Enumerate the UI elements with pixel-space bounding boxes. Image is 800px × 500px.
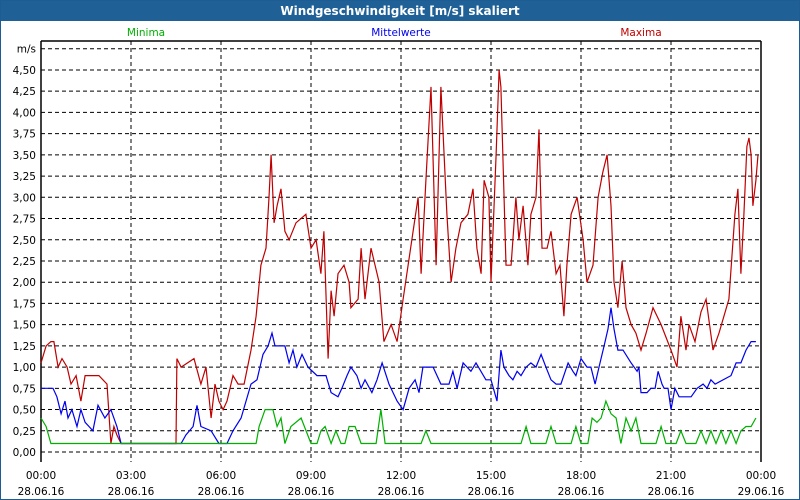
x-tick-time: 03:00 <box>116 470 146 482</box>
y-tick-label: 2,00 <box>13 277 36 289</box>
y-tick-label: 2,50 <box>13 235 36 247</box>
y-tick-label: 3,00 <box>13 192 36 204</box>
y-tick-label: 1,25 <box>13 341 36 353</box>
x-tick-date: 28.06.16 <box>648 486 695 498</box>
legend-mittelwerte: Mittelwerte <box>371 27 431 39</box>
x-tick-date: 28.06.16 <box>558 486 605 498</box>
legend-minima: Minima <box>127 27 165 39</box>
x-tick-date: 28.06.16 <box>378 486 425 498</box>
legend-maxima: Maxima <box>620 27 661 39</box>
window-title: Windgeschwindigkeit [m/s] skaliert <box>1 1 799 21</box>
y-tick-label: 1,00 <box>13 362 36 374</box>
wind-speed-chart: 0,00 0,25 0,50 0,75 1,00 1,25 1,50 1,75 2,00 2,25… <box>13 27 785 498</box>
y-tick-label: 3,50 <box>13 150 36 162</box>
series-line-maxima <box>40 69 759 445</box>
y-tick-label: 4,25 <box>13 86 36 98</box>
x-tick-time: 00:00 <box>746 470 776 482</box>
x-tick-date: 28.06.16 <box>18 486 65 498</box>
x-tick-time: 09:00 <box>296 470 326 482</box>
x-tick-time: 18:00 <box>566 470 596 482</box>
y-tick-label: 0,00 <box>13 447 36 459</box>
x-tick-date: 28.06.16 <box>288 486 335 498</box>
x-tick-date: 28.06.16 <box>198 486 245 498</box>
y-tick-label: 4,00 <box>13 107 36 119</box>
y-tick-label: 3,75 <box>13 129 36 141</box>
x-tick-date: 28.06.16 <box>468 486 515 498</box>
x-tick-time: 06:00 <box>206 470 236 482</box>
x-tick-time: 00:00 <box>26 470 56 482</box>
y-tick-label: 4,50 <box>13 65 36 77</box>
y-tick-label: 0,25 <box>13 426 36 438</box>
y-tick-label: 1,50 <box>13 320 36 332</box>
y-tick-label: 1,75 <box>13 298 36 310</box>
y-tick-label: 3,25 <box>13 171 36 183</box>
x-tick-time: 15:00 <box>476 470 506 482</box>
x-tick-date: 28.06.16 <box>108 486 155 498</box>
y-tick-label: 0,75 <box>13 383 36 395</box>
y-axis-unit-label: m/s <box>17 44 36 56</box>
y-tick-label: 2,75 <box>13 214 36 226</box>
x-tick-time: 12:00 <box>386 470 416 482</box>
series-line-minima <box>40 399 757 446</box>
x-tick-time: 21:00 <box>656 470 686 482</box>
x-tick-date: 29.06.16 <box>738 486 785 498</box>
series-line-mittelwerte <box>41 307 756 445</box>
y-tick-label: 0,50 <box>13 405 36 417</box>
y-tick-label: 2,25 <box>13 256 36 268</box>
